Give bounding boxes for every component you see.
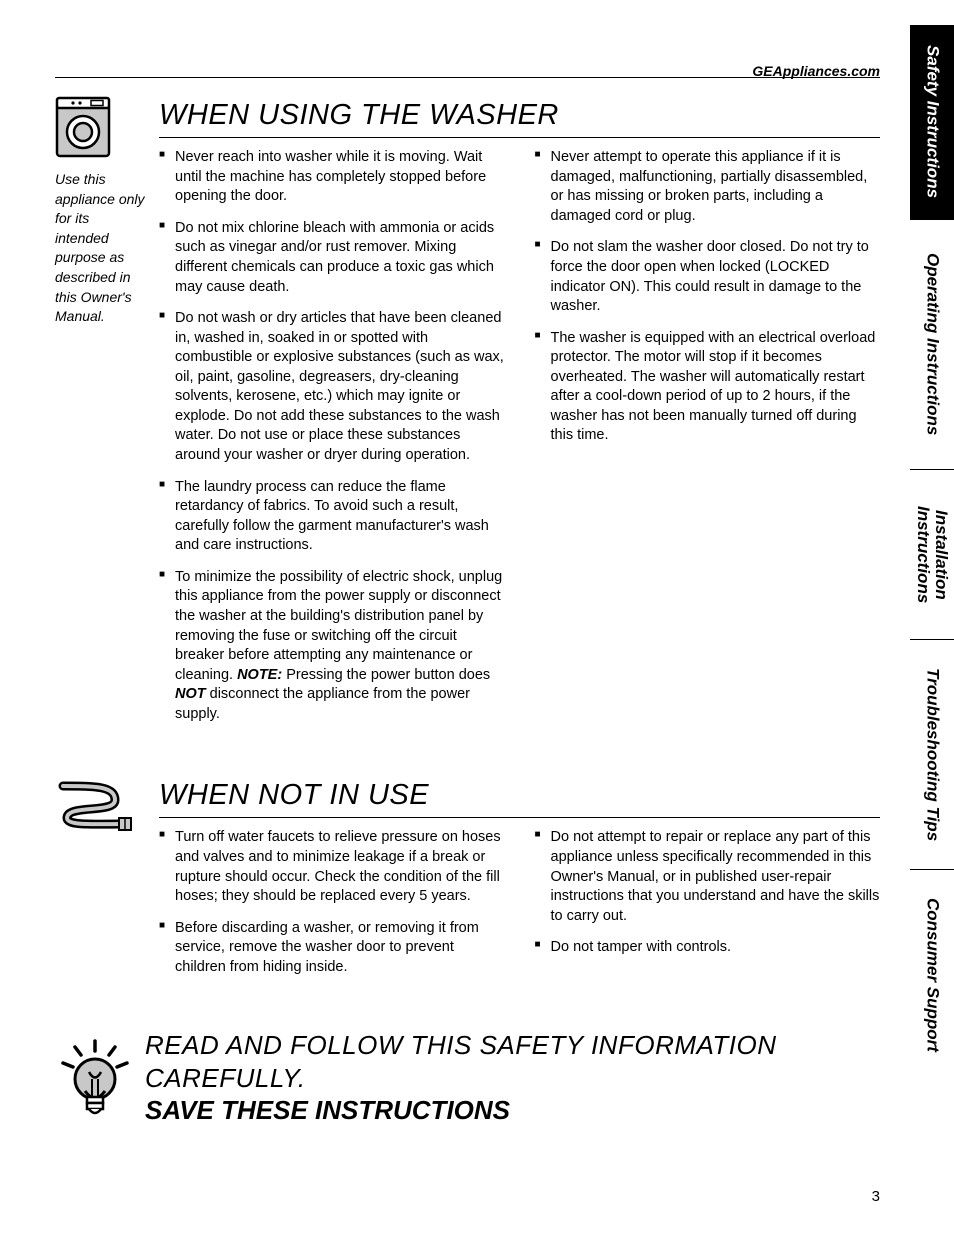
tab-troubleshooting[interactable]: Troubleshooting Tips [910, 640, 954, 870]
final-line2: SAVE THESE INSTRUCTIONS [145, 1094, 880, 1127]
bullet-item: Do not wash or dry articles that have be… [159, 309, 505, 466]
hose-icon [55, 776, 145, 831]
bullet-item: Never reach into washer while it is movi… [159, 148, 505, 207]
final-block: READ AND FOLLOW THIS SAFETY INFORMATION … [55, 1029, 880, 1127]
tab-installation[interactable]: Installation Instructions [910, 470, 954, 640]
bullet-item: Never attempt to operate this appliance … [535, 148, 881, 226]
page-number: 3 [872, 1187, 880, 1207]
bullets-right-2: Do not attempt to repair or replace any … [535, 828, 881, 957]
bullets-left-1: Never reach into washer while it is movi… [159, 148, 505, 724]
bulb-icon [55, 1039, 135, 1117]
bullet-item: Do not slam the washer door closed. Do n… [535, 238, 881, 316]
section-when-not-in-use: WHEN NOT IN USE Turn off water faucets t… [55, 776, 880, 989]
section-when-using: Use this appliance only for its intended… [55, 96, 880, 736]
washer-icon [55, 96, 145, 158]
tab-safety[interactable]: Safety Instructions [910, 25, 954, 220]
side-tabs: Safety Instructions Operating Instructio… [910, 0, 954, 1235]
section-title-not-in-use: WHEN NOT IN USE [159, 776, 880, 818]
bullets-right-1: Never attempt to operate this appliance … [535, 148, 881, 446]
tab-operating[interactable]: Operating Instructions [910, 220, 954, 470]
bullet-item: Do not mix chlorine bleach with ammonia … [159, 219, 505, 297]
bullet-item: Do not attempt to repair or replace any … [535, 828, 881, 926]
header-url: GEAppliances.com [752, 62, 880, 81]
bullet-item: Before discarding a washer, or removing … [159, 919, 505, 978]
bullet-item: The laundry process can reduce the flame… [159, 478, 505, 556]
section-title-using: WHEN USING THE WASHER [159, 96, 880, 138]
bullet-item: Turn off water faucets to relieve pressu… [159, 828, 505, 906]
final-line1: READ AND FOLLOW THIS SAFETY INFORMATION … [145, 1029, 880, 1094]
bullets-left-2: Turn off water faucets to relieve pressu… [159, 828, 505, 977]
bullet-item: The washer is equipped with an electrica… [535, 329, 881, 446]
bullet-item-note: To minimize the possibility of electric … [159, 568, 505, 725]
sidebar-note: Use this appliance only for its intended… [55, 170, 145, 327]
bullet-item: Do not tamper with controls. [535, 938, 881, 958]
tab-consumer-support[interactable]: Consumer Support [910, 870, 954, 1080]
